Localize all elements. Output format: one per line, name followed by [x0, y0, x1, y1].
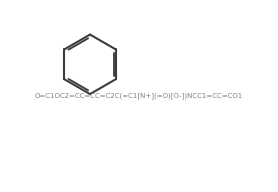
Text: O=C1OC2=CC=CC=C2C(=C1[N+](=O)[O-])NCC1=CC=CO1: O=C1OC2=CC=CC=C2C(=C1[N+](=O)[O-])NCC1=C… — [35, 93, 243, 99]
